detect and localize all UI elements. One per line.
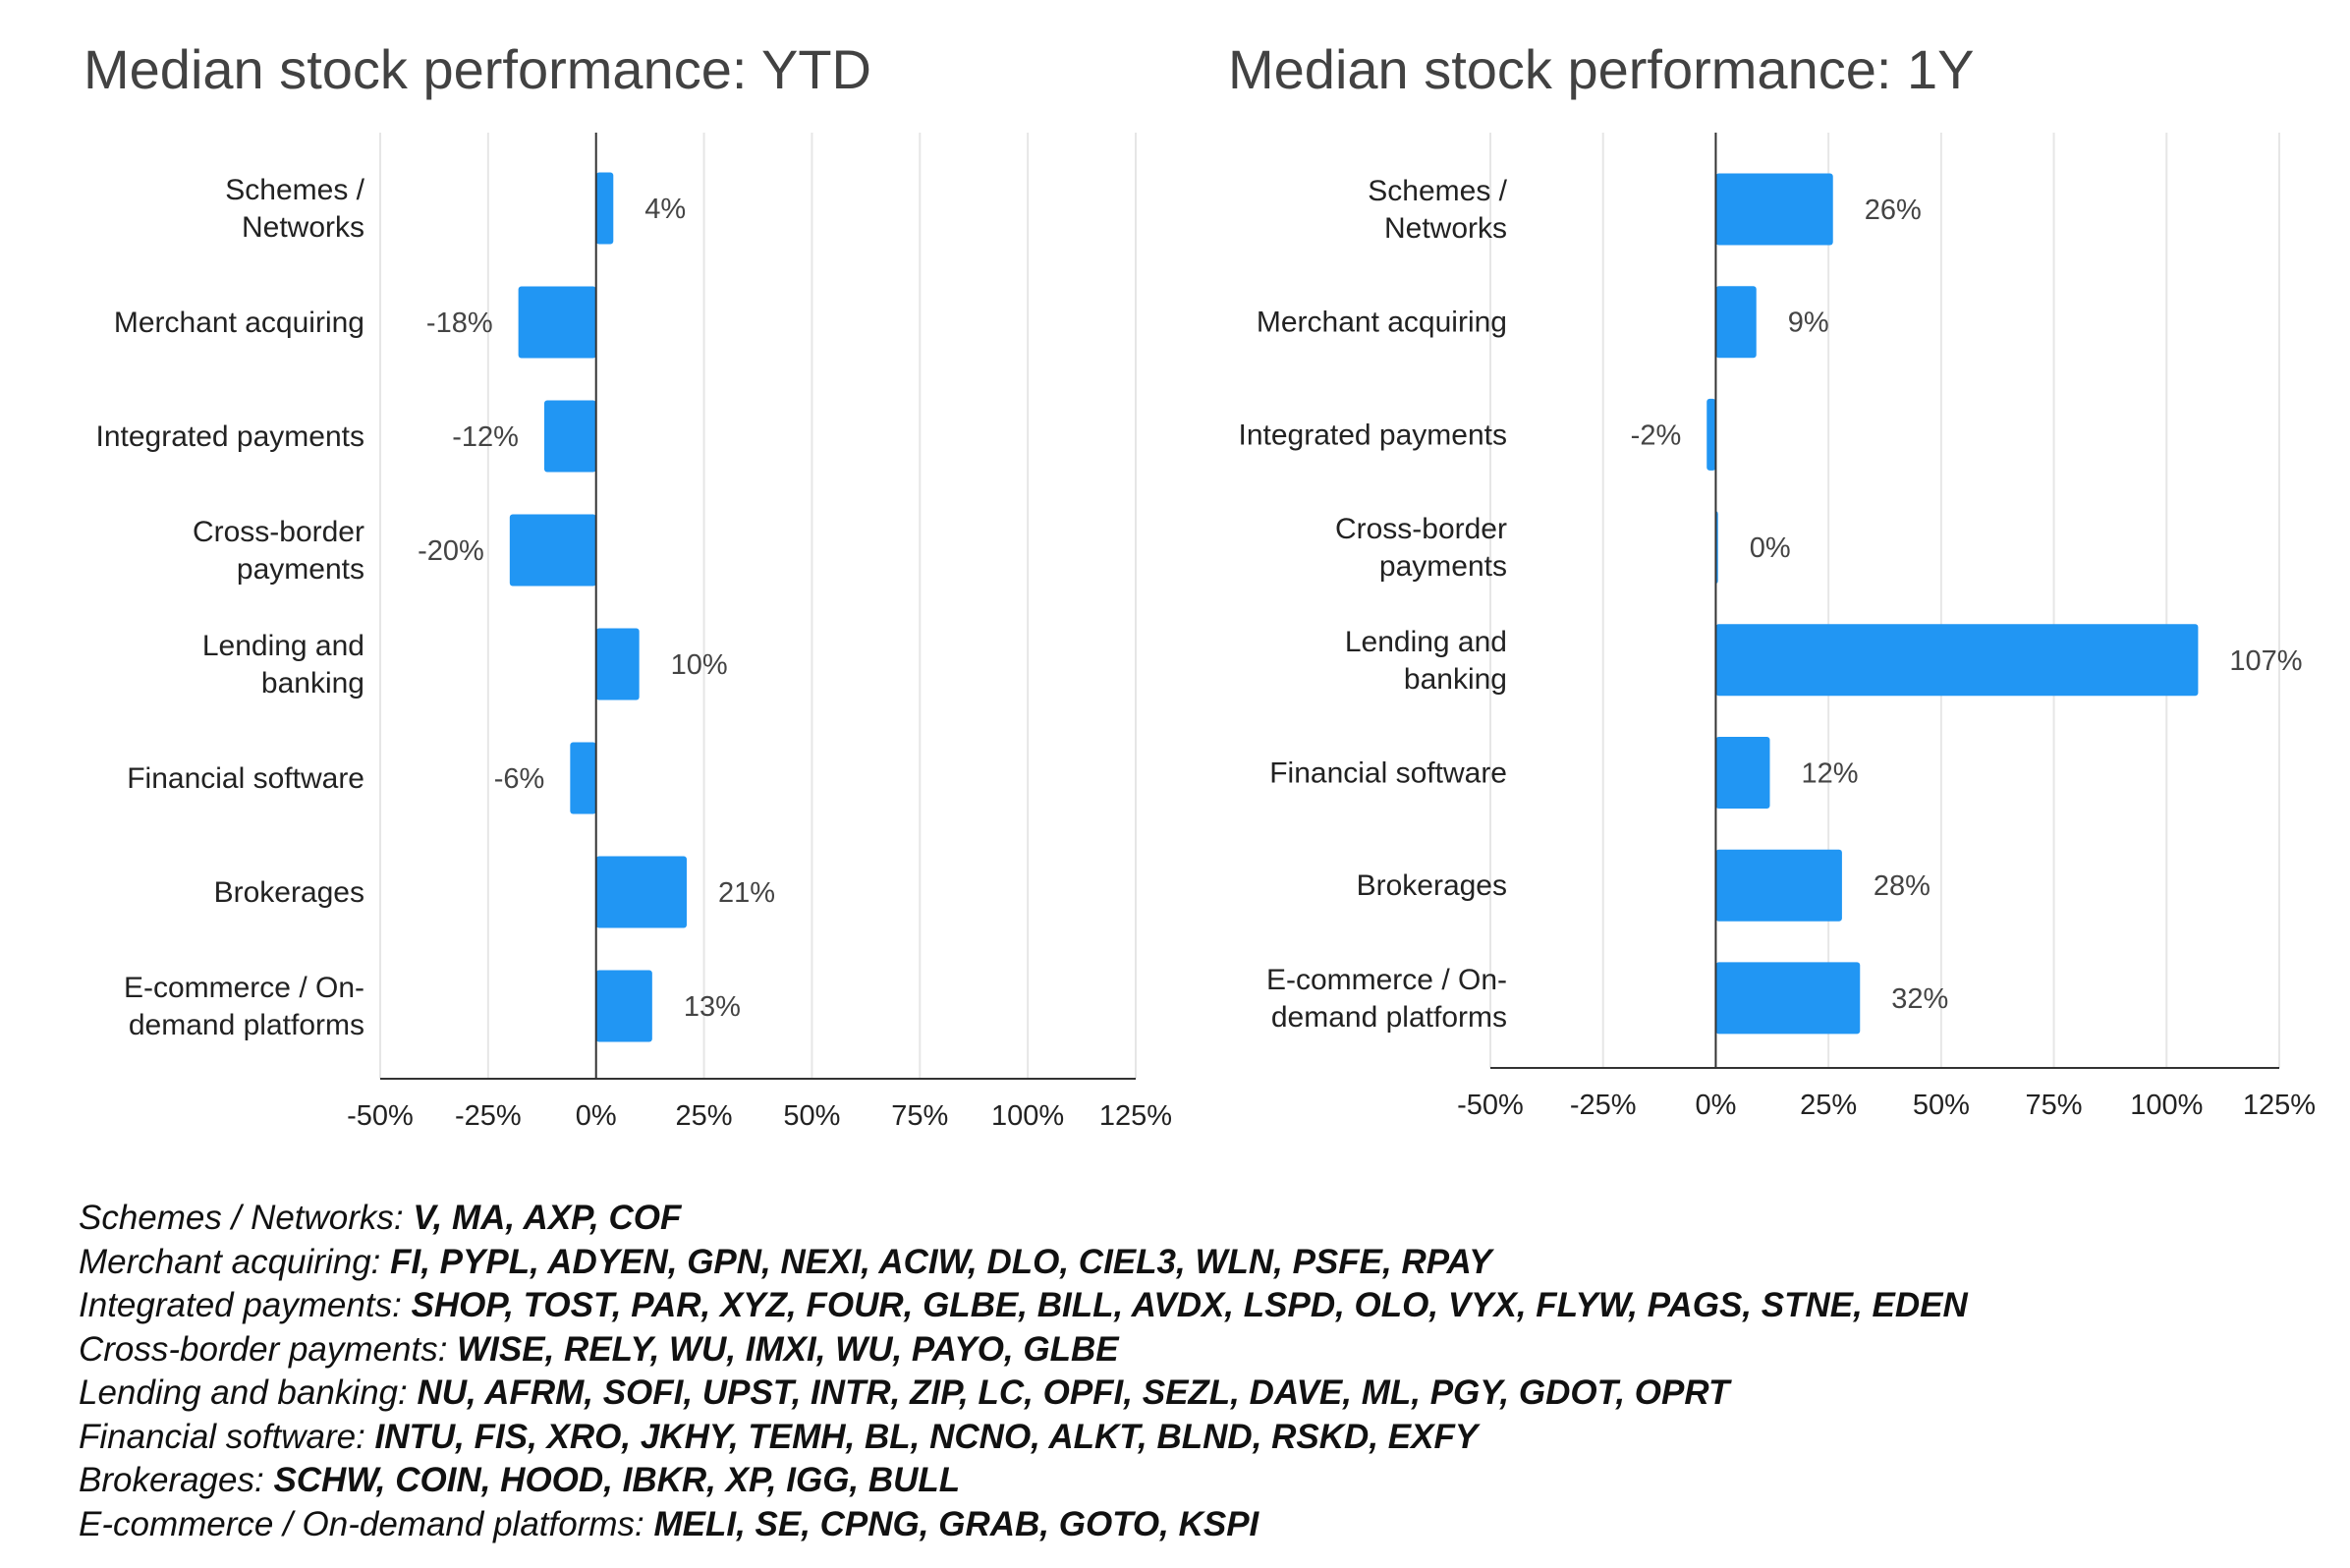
category-label-1y: E-commerce / On- — [1266, 964, 1507, 996]
x-tick-label-ytd: -50% — [347, 1100, 414, 1132]
bar-ytd — [518, 286, 596, 359]
data-label-1y: 9% — [1788, 308, 1829, 339]
charts-area: Median stock performance: YTD -50% -25% 0% 2… — [84, 38, 2316, 1132]
bar-1y — [1707, 398, 1716, 471]
x-tick-label-1y: 100% — [2130, 1090, 2203, 1121]
bar-1y — [1715, 962, 1861, 1035]
category-label-ytd: payments — [237, 553, 364, 586]
category-label-1y: payments — [1379, 550, 1507, 583]
data-label-1y: 107% — [2229, 645, 2302, 677]
category-label-1y: Networks — [1384, 212, 1507, 245]
legend-line: E-commerce / On-demand platforms: MELI, … — [79, 1503, 2299, 1547]
data-label-1y: 28% — [1874, 870, 1930, 902]
bar-ytd — [595, 172, 614, 245]
data-label-1y: 12% — [1801, 758, 1858, 790]
legend-category: Schemes / Networks: — [79, 1199, 414, 1237]
legend-tickers: NU, AFRM, SOFI, UPST, INTR, ZIP, LC, OPF… — [417, 1373, 1730, 1412]
category-label-1y: Cross-border — [1335, 513, 1507, 545]
legend-tickers: WISE, RELY, WU, IMXI, WU, PAYO, GLBE — [457, 1329, 1119, 1369]
data-label-1y: 32% — [1891, 983, 1948, 1015]
legend-tickers: FI, PYPL, ADYEN, GPN, NEXI, ACIW, DLO, C… — [390, 1242, 1492, 1281]
x-tick-label-ytd: 100% — [991, 1100, 1064, 1132]
data-label-1y: -2% — [1631, 420, 1682, 451]
category-label-1y: banking — [1404, 663, 1507, 696]
x-tick-label-ytd: 0% — [576, 1100, 617, 1132]
legend-line: Financial software: INTU, FIS, XRO, JKHY… — [79, 1416, 2299, 1460]
category-label-1y: Merchant acquiring — [1257, 307, 1507, 339]
category-label-ytd: demand platforms — [129, 1009, 364, 1041]
category-label-1y: Financial software — [1269, 757, 1507, 790]
bar-1y — [1715, 849, 1842, 922]
category-label-ytd: Networks — [242, 211, 364, 244]
legend-line: Cross-border payments: WISE, RELY, WU, I… — [79, 1328, 2299, 1372]
category-label-1y: Schemes / — [1368, 175, 1507, 207]
legend-tickers: INTU, FIS, XRO, JKHY, TEMH, BL, NCNO, AL… — [374, 1417, 1479, 1456]
category-label-1y: Brokerages — [1357, 869, 1507, 902]
category-label-ytd: Financial software — [127, 762, 364, 795]
x-tick-label-ytd: 25% — [676, 1100, 733, 1132]
data-label-ytd: 13% — [684, 991, 741, 1023]
category-label-ytd: Brokerages — [214, 876, 364, 909]
category-label-1y: Lending and — [1345, 626, 1507, 658]
x-tick-label-1y: 50% — [1913, 1090, 1970, 1121]
category-label-ytd: Schemes / — [225, 174, 364, 206]
data-label-1y: 0% — [1750, 532, 1791, 564]
legend-tickers: SCHW, COIN, HOOD, IBKR, XP, IGG, BULL — [273, 1461, 961, 1499]
bar-1y — [1715, 286, 1757, 359]
legend-tickers: MELI, SE, CPNG, GRAB, GOTO, KSPI — [653, 1504, 1259, 1543]
bar-1y — [1715, 173, 1833, 246]
x-tick-label-ytd: 50% — [783, 1100, 840, 1132]
data-label-ytd: 4% — [644, 194, 686, 225]
legend-line: Integrated payments: SHOP, TOST, PAR, XY… — [79, 1284, 2299, 1328]
category-label-1y: demand platforms — [1271, 1001, 1507, 1034]
legend-category: Financial software: — [79, 1417, 375, 1456]
bar-ytd — [595, 628, 640, 700]
category-label-1y: Integrated payments — [1238, 419, 1507, 451]
category-label-ytd: Integrated payments — [95, 420, 364, 453]
legend-category: Cross-border payments: — [79, 1329, 458, 1369]
ticker-legend: Schemes / Networks: V, MA, AXP, COF Merch… — [79, 1197, 2299, 1546]
category-label-ytd: Merchant acquiring — [114, 307, 364, 339]
bar-1y — [1715, 737, 1770, 809]
chart-title-ytd: Median stock performance: YTD — [84, 38, 871, 100]
bar-ytd — [570, 742, 596, 814]
category-label-ytd: banking — [261, 667, 364, 700]
legend-tickers: SHOP, TOST, PAR, XYZ, FOUR, GLBE, BILL, … — [411, 1286, 1968, 1324]
category-label-ytd: Cross-border — [193, 516, 364, 548]
x-tick-label-ytd: 75% — [891, 1100, 948, 1132]
x-tick-label-ytd: -25% — [455, 1100, 522, 1132]
legend-category: Lending and banking: — [79, 1373, 418, 1412]
legend-category: E-commerce / On-demand platforms: — [79, 1504, 654, 1543]
bar-ytd — [509, 514, 596, 587]
x-tick-label-1y: -25% — [1570, 1090, 1637, 1121]
chart-title-1y: Median stock performance: 1Y — [1228, 38, 1974, 100]
data-label-ytd: -20% — [418, 535, 484, 567]
x-tick-label-1y: 75% — [2026, 1090, 2083, 1121]
category-label-ytd: E-commerce / On- — [124, 972, 364, 1004]
data-label-ytd: -12% — [452, 421, 519, 453]
bar-ytd — [595, 856, 687, 928]
legend-tickers: V, MA, AXP, COF — [413, 1199, 682, 1237]
legend-line: Brokerages: SCHW, COIN, HOOD, IBKR, XP, … — [79, 1459, 2299, 1503]
data-label-ytd: -18% — [426, 308, 493, 339]
legend-line: Schemes / Networks: V, MA, AXP, COF — [79, 1197, 2299, 1241]
x-tick-label-ytd: 125% — [1099, 1100, 1172, 1132]
category-label-ytd: Lending and — [202, 630, 364, 662]
data-label-ytd: 21% — [718, 877, 775, 909]
legend-line: Merchant acquiring: FI, PYPL, ADYEN, GPN… — [79, 1241, 2299, 1285]
bar-ytd — [543, 400, 596, 473]
legend-category: Integrated payments: — [79, 1286, 412, 1324]
data-label-1y: 26% — [1865, 195, 1922, 226]
data-label-ytd: -6% — [494, 763, 545, 795]
bar-1y — [1715, 624, 2199, 697]
legend-category: Brokerages: — [79, 1461, 274, 1499]
legend-line: Lending and banking: NU, AFRM, SOFI, UPS… — [79, 1372, 2299, 1416]
x-tick-label-1y: -50% — [1457, 1090, 1524, 1121]
x-tick-label-1y: 25% — [1800, 1090, 1857, 1121]
bar-ytd — [595, 970, 652, 1042]
data-label-ytd: 10% — [671, 649, 728, 681]
x-tick-label-1y: 0% — [1695, 1090, 1736, 1121]
legend-category: Merchant acquiring: — [79, 1242, 391, 1281]
x-tick-label-1y: 125% — [2243, 1090, 2316, 1121]
